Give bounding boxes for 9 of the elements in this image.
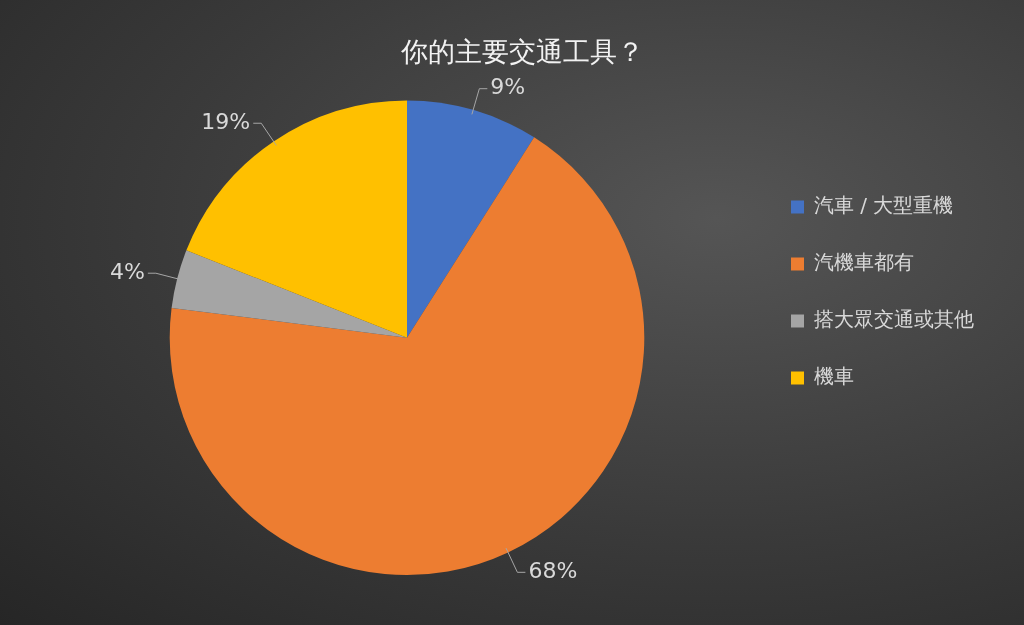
data-label: 19%	[201, 108, 251, 134]
legend-label: 機車	[814, 364, 854, 389]
data-label: 68%	[528, 558, 578, 584]
chart-title: 你的主要交通工具？	[399, 36, 644, 68]
legend-label: 搭大眾交通或其他	[814, 307, 974, 332]
data-label: 4%	[109, 258, 145, 284]
legend-label: 汽機車都有	[814, 250, 914, 275]
data-label: 9%	[490, 74, 526, 100]
legend-label: 汽車 / 大型重機	[814, 193, 954, 218]
